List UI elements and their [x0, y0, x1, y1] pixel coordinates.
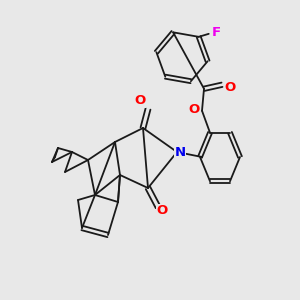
- Text: N: N: [174, 146, 186, 158]
- Text: O: O: [156, 205, 168, 218]
- Text: O: O: [134, 94, 146, 107]
- Text: F: F: [212, 26, 221, 39]
- Text: O: O: [224, 81, 236, 94]
- Text: O: O: [188, 103, 200, 116]
